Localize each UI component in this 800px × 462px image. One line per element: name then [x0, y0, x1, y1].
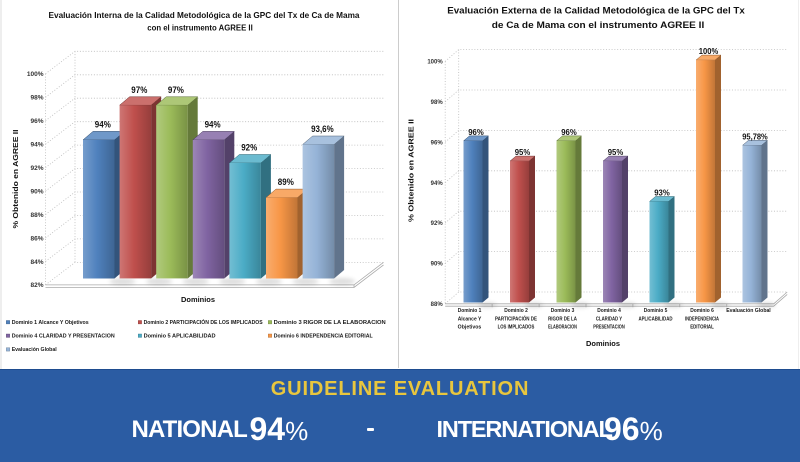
- svg-text:92%: 92%: [241, 143, 257, 153]
- svg-text:97%: 97%: [168, 85, 184, 95]
- svg-text:92%: 92%: [30, 165, 43, 172]
- svg-text:Dominio 1 Alcance Y Objetivos: Dominio 1 Alcance Y Objetivos: [12, 320, 89, 326]
- svg-text:84%: 84%: [30, 259, 43, 266]
- svg-text:ELABORACION: ELABORACION: [548, 324, 577, 330]
- svg-text:96%: 96%: [431, 140, 444, 146]
- svg-text:Dominio 3 RIGOR DE LA ELABORAC: Dominio 3 RIGOR DE LA ELABORACION: [274, 320, 386, 326]
- svg-text:100%: 100%: [427, 60, 443, 66]
- svg-text:PARTICIPACIÓN DE: PARTICIPACIÓN DE: [495, 314, 537, 322]
- svg-text:100%: 100%: [27, 71, 44, 78]
- svg-text:94%: 94%: [30, 142, 43, 149]
- svg-text:94%: 94%: [95, 119, 111, 129]
- svg-text:RIGOR DE LA: RIGOR DE LA: [548, 316, 577, 322]
- svg-text:93,6%: 93,6%: [311, 124, 334, 134]
- svg-text:82%: 82%: [30, 282, 43, 289]
- svg-text:% Obtenido en AGREE II: % Obtenido en AGREE II: [407, 119, 416, 222]
- svg-text:INDEPENDENCIA: INDEPENDENCIA: [685, 316, 719, 322]
- svg-text:Dominio 1: Dominio 1: [458, 308, 482, 314]
- svg-text:88%: 88%: [30, 212, 43, 219]
- svg-text:Evaluación Externa de la Calid: Evaluación Externa de la Calidad Metodol…: [447, 5, 745, 16]
- svg-text:Evaluación Global: Evaluación Global: [12, 347, 57, 353]
- svg-text:LOS IMPLICADOS: LOS IMPLICADOS: [498, 324, 535, 330]
- svg-text:Dominio 3: Dominio 3: [551, 308, 575, 314]
- svg-text:Dominio 6: Dominio 6: [690, 308, 714, 314]
- svg-text:95%: 95%: [515, 147, 531, 157]
- svg-text:con el instrumento AGREE II: con el instrumento AGREE II: [147, 23, 253, 33]
- svg-text:96%: 96%: [561, 127, 577, 137]
- svg-text:93%: 93%: [654, 188, 670, 198]
- svg-text:Dominio 6 INDEPENDENCIA EDITOR: Dominio 6 INDEPENDENCIA EDITORIAL: [274, 334, 374, 340]
- svg-text:96%: 96%: [468, 127, 484, 137]
- svg-text:PRESENTACION: PRESENTACION: [593, 324, 625, 330]
- svg-text:92%: 92%: [431, 221, 444, 227]
- svg-text:89%: 89%: [278, 177, 294, 187]
- svg-text:95%: 95%: [608, 147, 624, 157]
- svg-text:Dominio 2: Dominio 2: [504, 308, 528, 314]
- svg-text:90%: 90%: [30, 188, 43, 195]
- svg-text:Dominio 4: Dominio 4: [597, 308, 621, 314]
- svg-text:CLARIDAD Y: CLARIDAD Y: [596, 316, 623, 322]
- svg-text:Evaluación Interna de la Calid: Evaluación Interna de la Calidad Metodol…: [49, 10, 360, 20]
- svg-text:97%: 97%: [131, 85, 147, 95]
- svg-text:96%: 96%: [30, 118, 43, 125]
- svg-text:Alcance Y: Alcance Y: [458, 316, 482, 322]
- svg-text:Dominios: Dominios: [586, 339, 620, 348]
- svg-text:% Obtenido en AGREE II: % Obtenido en AGREE II: [11, 129, 20, 228]
- svg-text:94%: 94%: [205, 119, 221, 129]
- svg-text:86%: 86%: [30, 235, 43, 242]
- svg-text:EDITORIAL: EDITORIAL: [690, 324, 714, 330]
- svg-text:90%: 90%: [431, 262, 444, 268]
- svg-text:98%: 98%: [431, 100, 444, 106]
- svg-text:94%: 94%: [431, 181, 444, 187]
- svg-text:98%: 98%: [30, 95, 43, 102]
- svg-text:Dominio 2 PARTICIPACIÓN DE LOS: Dominio 2 PARTICIPACIÓN DE LOS IMPLICADO…: [144, 318, 263, 326]
- svg-text:Dominio 4 CLARIDAD Y PRESENTAC: Dominio 4 CLARIDAD Y PRESENTACION: [12, 334, 115, 340]
- svg-text:Objetivos: Objetivos: [458, 324, 482, 330]
- svg-text:APLICABILIDAD: APLICABILIDAD: [638, 316, 672, 322]
- svg-text:100%: 100%: [699, 46, 719, 56]
- svg-text:88%: 88%: [431, 302, 444, 308]
- svg-text:Dominios: Dominios: [181, 295, 215, 304]
- svg-text:95,78%: 95,78%: [742, 131, 768, 141]
- svg-text:de Ca de Mama con el instrumen: de Ca de Mama con el instrumento AGREE I…: [492, 19, 705, 30]
- svg-text:Dominio 5: Dominio 5: [644, 308, 668, 314]
- svg-text:Evaluación Global: Evaluación Global: [726, 308, 771, 314]
- svg-text:Dominio 5 APLICABILIDAD: Dominio 5 APLICABILIDAD: [144, 334, 216, 340]
